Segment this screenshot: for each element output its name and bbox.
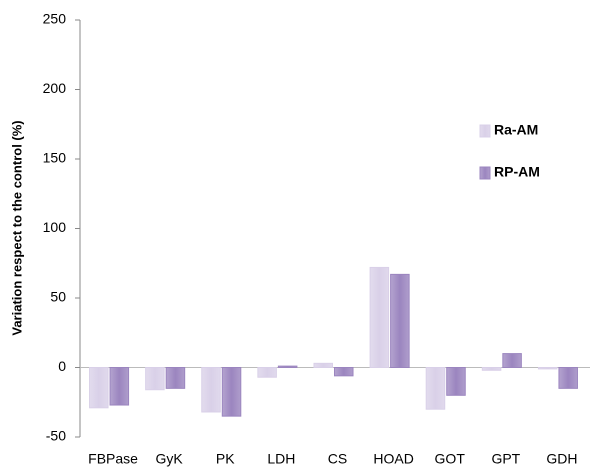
- bar: [313, 362, 334, 368]
- y-tick-label: -50: [46, 428, 66, 444]
- bar: [165, 367, 186, 389]
- bar: [369, 266, 390, 369]
- bar: [334, 367, 354, 377]
- y-tick-label: 0: [58, 358, 66, 374]
- y-tick-label: 50: [50, 289, 66, 305]
- y-tick-label: 100: [43, 219, 67, 235]
- x-tick-label: CS: [328, 451, 347, 467]
- bar: [257, 367, 277, 378]
- x-tick-label: HOAD: [373, 451, 413, 467]
- bar: [425, 367, 446, 410]
- bar: [145, 367, 165, 391]
- x-tick-label: FBPase: [88, 451, 138, 467]
- bar: [109, 367, 130, 406]
- y-tick-label: 150: [43, 150, 67, 166]
- x-tick-label: GPT: [491, 451, 520, 467]
- y-tick-label: 250: [43, 11, 67, 27]
- legend-swatch: [479, 166, 491, 180]
- y-tick-label: 200: [43, 80, 67, 96]
- bar: [221, 367, 242, 417]
- legend-label: RP-AM: [494, 164, 540, 180]
- legend-swatch: [479, 124, 491, 138]
- bar: [446, 367, 466, 396]
- legend-label: Ra-AM: [494, 122, 538, 138]
- x-tick-label: PK: [216, 451, 235, 467]
- x-tick-label: LDH: [267, 451, 295, 467]
- x-tick-label: GOT: [435, 451, 466, 467]
- x-tick-label: GyK: [156, 451, 184, 467]
- bar: [390, 273, 410, 368]
- y-axis-label: Variation respect to the control (%): [9, 120, 24, 335]
- bar: [502, 353, 522, 369]
- bar: [89, 367, 109, 409]
- bar: [201, 367, 221, 413]
- bar: [558, 367, 578, 389]
- bar: [277, 365, 298, 368]
- bar: [481, 367, 502, 371]
- bar: [537, 367, 558, 370]
- x-tick-label: GDH: [546, 451, 577, 467]
